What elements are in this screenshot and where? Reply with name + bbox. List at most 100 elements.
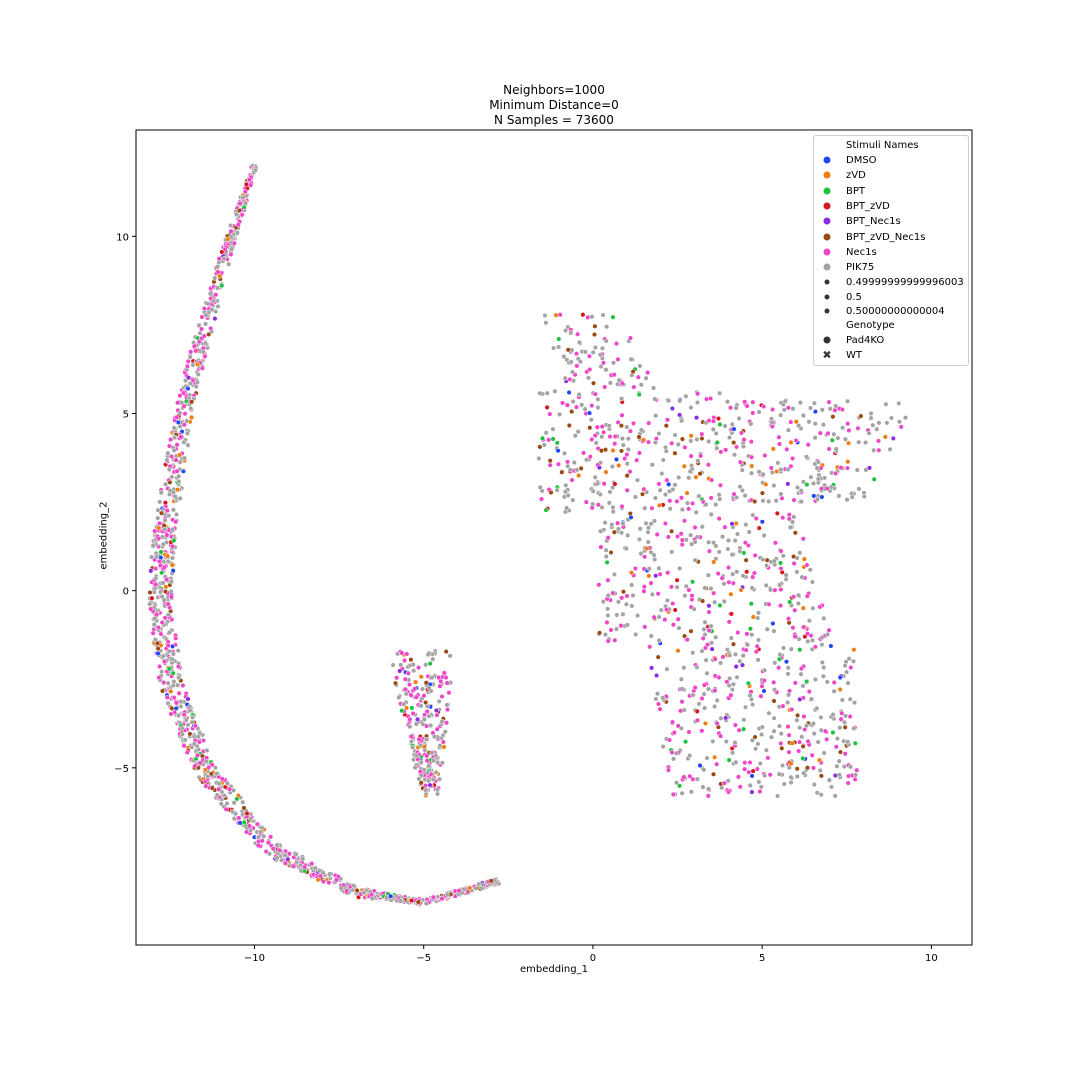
scatter-point: [686, 506, 692, 512]
scatter-point: [176, 479, 182, 485]
scatter-point: [688, 438, 694, 444]
scatter-point: [767, 772, 773, 778]
scatter-point: [580, 450, 587, 456]
scatter-point: [162, 615, 168, 621]
scatter-point: [585, 314, 591, 320]
scatter-point: [570, 369, 576, 375]
scatter-point: [840, 425, 846, 431]
scatter-point: [580, 312, 586, 318]
scatter-point: [645, 439, 652, 445]
scatter-point: [726, 579, 732, 585]
scatter-point: [712, 703, 718, 710]
scatter-point: [176, 690, 182, 696]
scatter-point: [569, 409, 575, 415]
scatter-point: [759, 519, 765, 525]
legend-swatch: [823, 187, 831, 195]
scatter-point: [745, 680, 751, 686]
scatter-point: [615, 599, 622, 605]
scatter-point: [744, 569, 750, 575]
scatter-point: [185, 442, 191, 448]
scatter-point: [804, 765, 811, 771]
scatter-point: [159, 688, 166, 694]
scatter-point: [399, 708, 405, 714]
scatter-point: [737, 784, 743, 790]
scatter-point: [614, 612, 620, 618]
scatter-point: [599, 345, 605, 351]
scatter-point: [783, 572, 789, 578]
scatter-point: [164, 532, 170, 538]
scatter-point: [874, 426, 880, 432]
scatter-point: [686, 729, 692, 735]
scatter-point: [436, 698, 442, 704]
scatter-point: [785, 427, 791, 433]
scatter-point: [636, 450, 642, 456]
scatter-point: [687, 468, 693, 474]
scatter-point: [556, 344, 562, 350]
scatter-point: [155, 624, 162, 631]
scatter-point: [656, 481, 662, 487]
scatter-point: [628, 570, 635, 576]
scatter-point: [577, 359, 583, 365]
scatter-point: [836, 772, 842, 778]
scatter-point: [169, 543, 176, 549]
scatter-point: [427, 782, 433, 788]
scatter-point: [402, 657, 408, 664]
scatter-point: [594, 481, 601, 487]
scatter-point: [700, 784, 706, 790]
scatter-point: [184, 430, 190, 436]
scatter-point: [600, 360, 607, 366]
scatter-point: [810, 480, 817, 486]
scatter-point: [317, 873, 323, 879]
scatter-point: [649, 591, 655, 597]
scatter-point: [742, 760, 748, 766]
scatter-point: [761, 532, 767, 539]
scatter-point: [790, 406, 796, 412]
scatter-point: [217, 273, 223, 279]
scatter-point: [384, 895, 390, 901]
scatter-point: [702, 705, 708, 711]
scatter-point: [683, 739, 689, 745]
scatter-point: [761, 678, 767, 684]
scatter-point: [807, 405, 814, 411]
scatter-point: [555, 461, 561, 467]
scatter-point: [730, 681, 736, 687]
scatter-point: [170, 489, 176, 495]
scatter-point: [832, 407, 838, 413]
scatter-point: [775, 793, 781, 799]
scatter-point: [785, 724, 791, 730]
scatter-point: [671, 756, 677, 762]
scatter-point: [176, 675, 182, 681]
scatter-point: [650, 385, 657, 391]
scatter-point: [645, 525, 652, 531]
scatter-point: [766, 498, 772, 504]
scatter-point: [665, 767, 672, 773]
scatter-point: [785, 699, 791, 706]
scatter-point: [888, 415, 894, 421]
scatter-point: [856, 439, 862, 445]
scatter-point: [772, 587, 778, 593]
scatter-point: [684, 490, 690, 496]
scatter-point: [718, 449, 724, 455]
scatter-point: [717, 390, 723, 396]
scatter-point: [756, 469, 762, 475]
scatter-point: [770, 620, 776, 627]
scatter-point: [759, 731, 765, 738]
scatter-point: [794, 773, 800, 780]
scatter-point: [745, 542, 751, 549]
scatter-point: [620, 521, 626, 527]
scatter-point: [170, 682, 176, 689]
scatter-point: [819, 407, 825, 413]
scatter-point: [239, 212, 245, 218]
scatter-point: [750, 512, 756, 518]
scatter-point: [701, 767, 707, 773]
scatter-point: [215, 264, 221, 270]
scatter-point: [354, 887, 360, 894]
scatter-point: [544, 390, 550, 396]
scatter-point: [543, 430, 549, 436]
scatter-point: [279, 857, 285, 863]
scatter-point: [749, 632, 755, 638]
scatter-point: [595, 404, 601, 411]
scatter-point: [199, 753, 205, 759]
